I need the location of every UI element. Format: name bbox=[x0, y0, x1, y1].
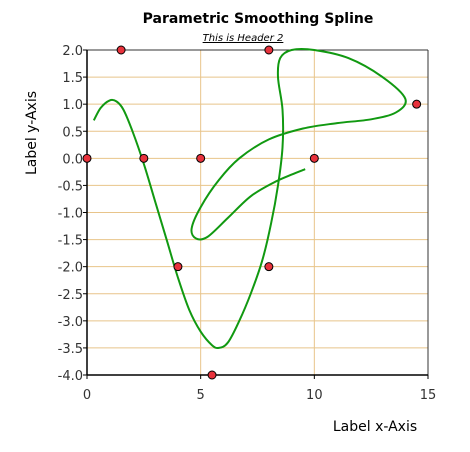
y-tick-label: 0.5 bbox=[62, 125, 83, 140]
y-tick-label: -2.0 bbox=[58, 261, 83, 276]
smoothing-spline-curve bbox=[92, 47, 407, 350]
y-tick-label: -1.5 bbox=[58, 234, 83, 249]
chart-title: Parametric Smoothing Spline bbox=[143, 11, 374, 27]
y-tick-label: -3.5 bbox=[58, 342, 83, 357]
grid-lines bbox=[87, 50, 428, 375]
data-point bbox=[264, 45, 274, 55]
data-point bbox=[207, 370, 217, 380]
data-point bbox=[264, 262, 274, 272]
x-tick-label: 0 bbox=[83, 388, 91, 403]
data-point bbox=[412, 99, 422, 109]
chart-subtitle: This is Header 2 bbox=[203, 33, 284, 44]
y-axis-label: Label y-Axis bbox=[24, 91, 40, 175]
y-tick-label: -0.5 bbox=[58, 179, 83, 194]
data-point bbox=[139, 153, 149, 163]
data-point bbox=[116, 45, 126, 55]
x-tick-label: 5 bbox=[197, 388, 205, 403]
y-tick-label: 1.5 bbox=[62, 71, 83, 86]
y-tick-label: 1.0 bbox=[62, 98, 83, 113]
data-point bbox=[173, 262, 183, 272]
data-point bbox=[196, 153, 206, 163]
y-tick-label: -4.0 bbox=[58, 369, 83, 384]
data-point bbox=[82, 153, 92, 163]
y-tick-label: -1.0 bbox=[58, 207, 83, 222]
y-tick-label: -3.0 bbox=[58, 315, 83, 330]
y-tick-label: -2.5 bbox=[58, 288, 83, 303]
x-tick-label: 10 bbox=[306, 388, 323, 403]
data-points bbox=[82, 45, 422, 380]
y-tick-label: 0.0 bbox=[62, 152, 83, 167]
axes bbox=[83, 49, 429, 379]
data-point bbox=[309, 153, 319, 163]
x-axis-label: Label x-Axis bbox=[333, 419, 417, 435]
x-tick-label: 15 bbox=[420, 388, 437, 403]
y-tick-label: 2.0 bbox=[62, 44, 83, 59]
tick-labels: 2.0 1.5 1.0 0.5 0.0 -0.5 -1.0 -1.5 -2.0 -2.5 -3.0 -… bbox=[58, 44, 437, 403]
